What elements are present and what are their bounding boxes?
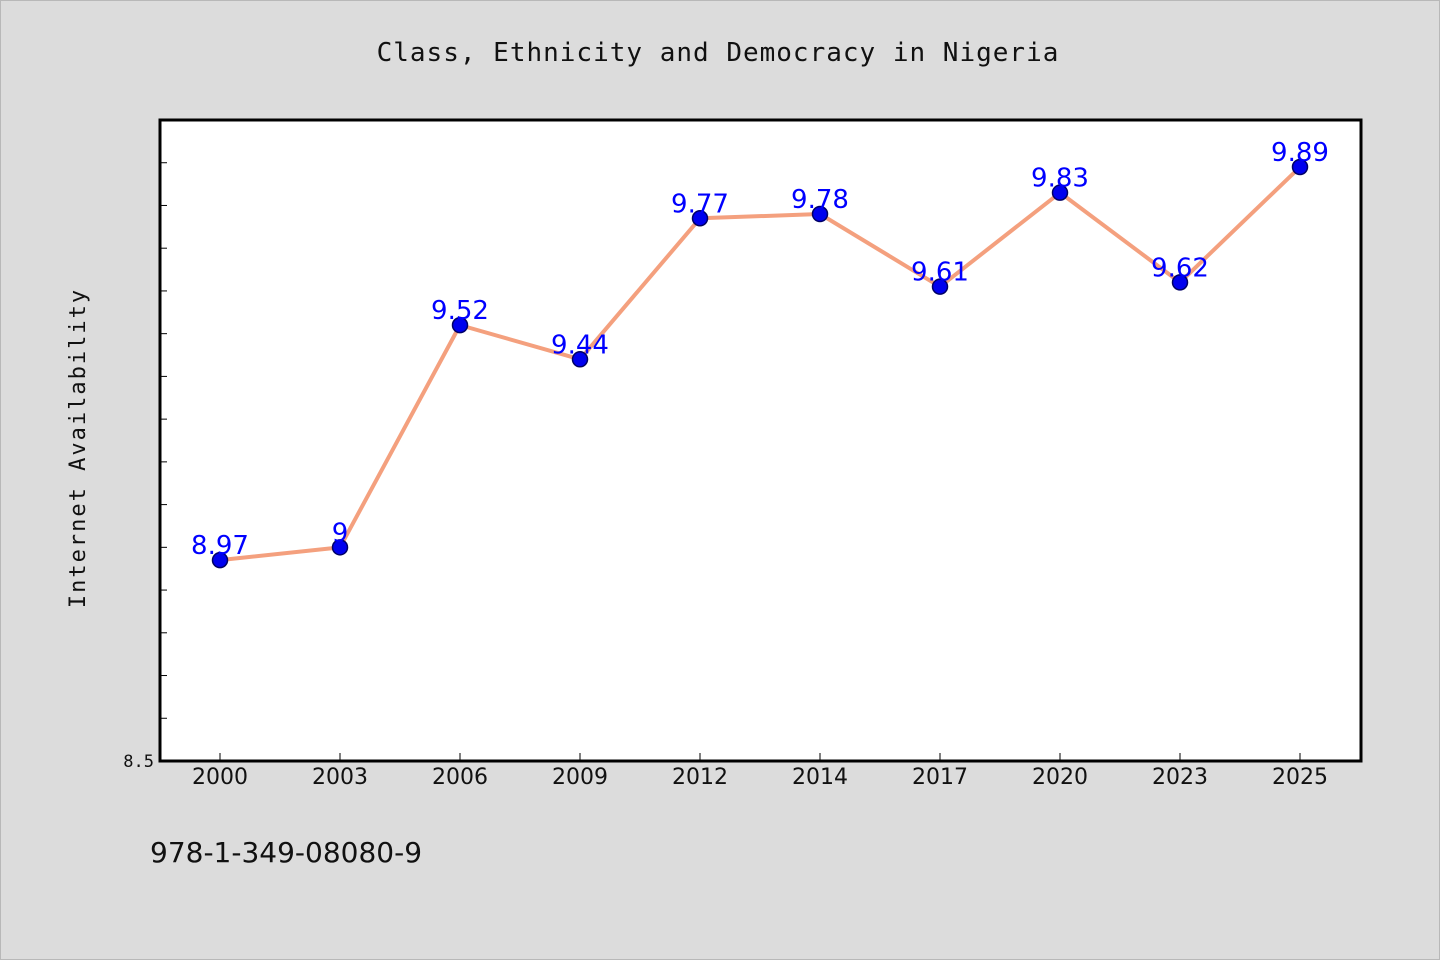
y-axis-tick-labels: 8.5 <box>123 752 154 772</box>
x-tick-label: 2000 <box>192 765 248 790</box>
data-point <box>211 551 229 569</box>
data-label: 8.97 <box>191 531 249 561</box>
x-tick-label: 2020 <box>1032 765 1088 790</box>
data-point <box>1171 274 1189 291</box>
series-markers <box>211 158 1309 569</box>
data-point <box>811 205 829 223</box>
data-point <box>571 351 589 368</box>
data-point <box>451 316 469 334</box>
data-label: 9.61 <box>911 258 969 288</box>
x-tick-label: 2009 <box>552 765 608 790</box>
x-tick-label: 2023 <box>1152 765 1208 790</box>
y-tick-label: 8.5 <box>123 752 154 772</box>
series-line <box>219 165 1302 563</box>
data-label: 9 <box>332 518 349 548</box>
y-axis-label: Internet Availability <box>66 288 91 608</box>
data-label: 9.52 <box>431 296 489 326</box>
x-tick-label: 2006 <box>432 765 488 790</box>
data-label: 9.89 <box>1271 138 1329 168</box>
data-label: 9.78 <box>791 185 849 215</box>
data-label: 9.83 <box>1031 164 1089 194</box>
x-axis-tick-labels: 2000 2003 2006 2009 2012 2014 2017 2020 2023 2025 <box>192 765 1328 790</box>
data-labels: 8.97 9 9.52 9.44 9.77 9.78 9.61 9.83 9.62 9.89 <box>191 138 1329 561</box>
data-point <box>1291 158 1309 176</box>
data-label: 9.44 <box>551 330 609 360</box>
x-tick-label: 2017 <box>912 765 968 790</box>
x-tick-label: 2003 <box>312 765 368 790</box>
data-label: 9.77 <box>671 189 729 219</box>
data-point <box>931 278 949 295</box>
data-point <box>331 539 349 556</box>
x-tick-label: 2012 <box>672 765 728 790</box>
isbn-text: 978-1-349-08080-9 <box>150 836 422 869</box>
x-tick-label: 2014 <box>792 765 848 790</box>
chart-title: Class, Ethnicity and Democracy in Nigeri… <box>377 38 1060 68</box>
plot-area <box>160 120 1361 761</box>
plot-border <box>158 118 1363 763</box>
data-point <box>1051 184 1069 201</box>
data-point <box>691 210 709 227</box>
data-label: 9.62 <box>1151 253 1209 283</box>
x-tick-label: 2025 <box>1272 765 1328 790</box>
